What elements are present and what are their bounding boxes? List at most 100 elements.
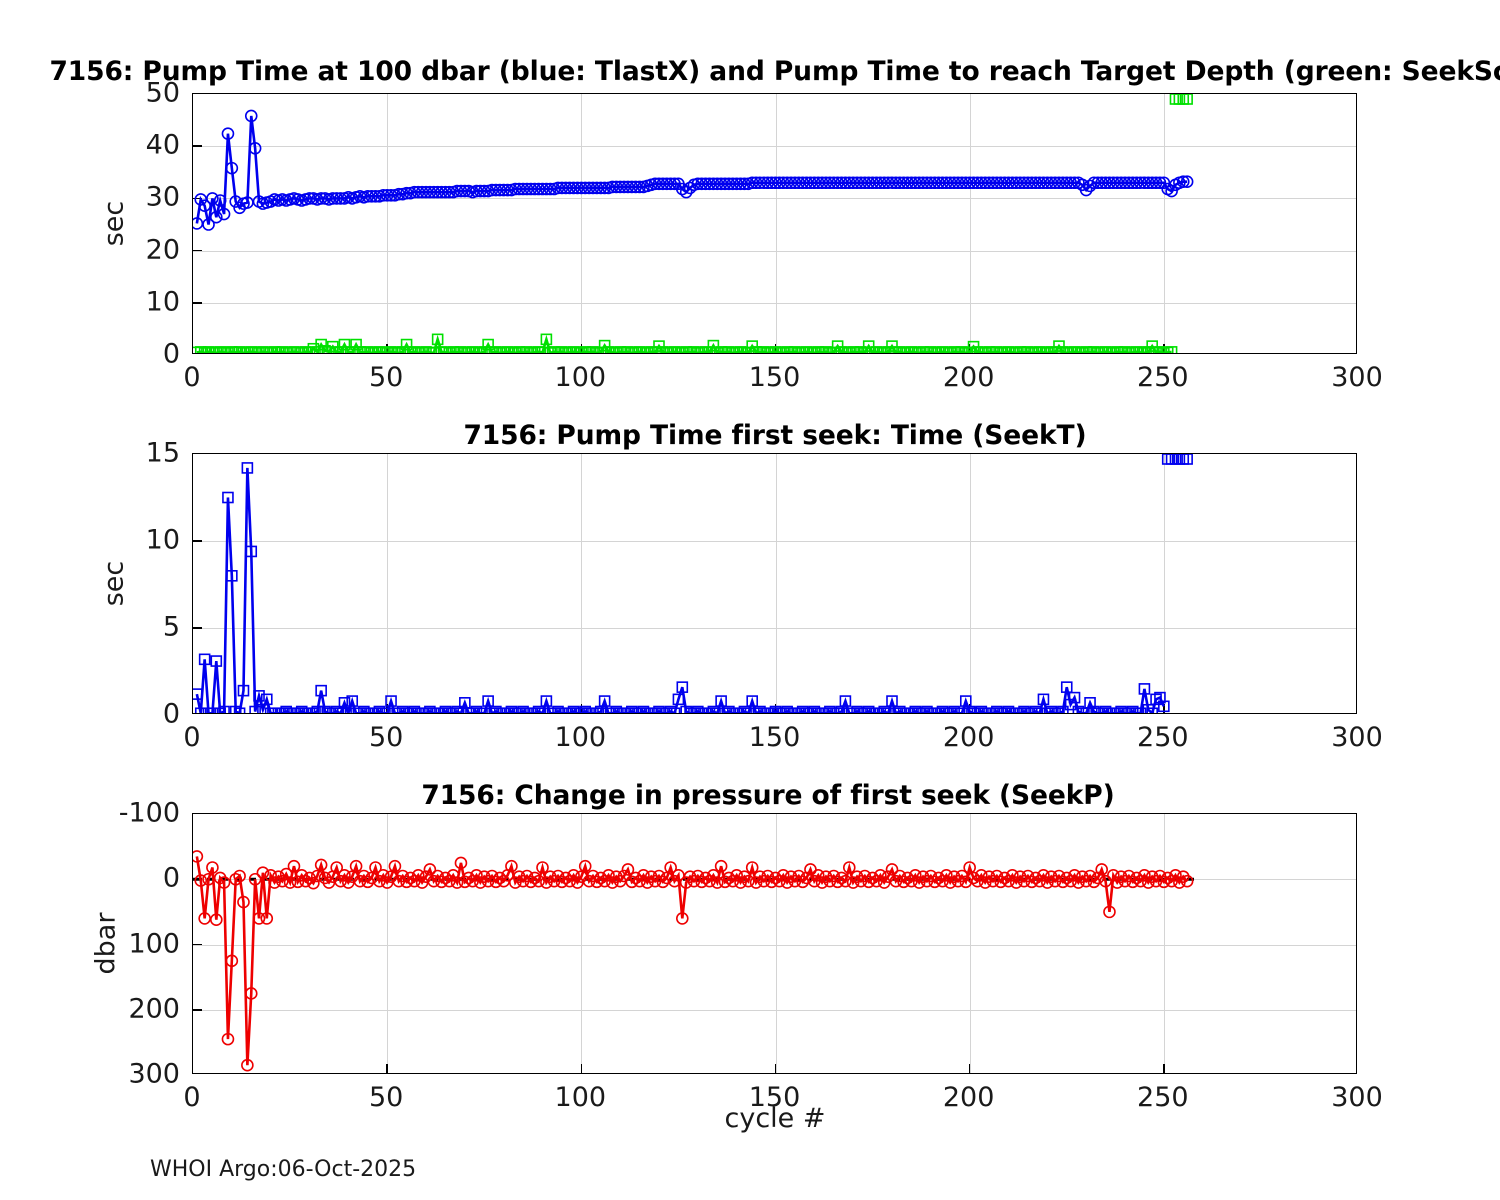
data-point [688, 707, 700, 713]
data-point [859, 707, 871, 713]
data-point [552, 705, 564, 713]
data-point [1025, 707, 1038, 713]
data-point [490, 705, 502, 713]
y-tick [193, 1008, 202, 1011]
panel1-plot-area [192, 93, 1357, 354]
data-point [723, 705, 735, 713]
y-tick-label: 20 [145, 234, 180, 266]
data-point [921, 705, 933, 713]
data-point [649, 707, 661, 713]
data-point [1068, 869, 1081, 882]
data-point [824, 705, 836, 713]
data-point [478, 707, 491, 713]
data-point [874, 869, 887, 882]
data-point [1018, 705, 1030, 713]
data-point [890, 707, 902, 713]
data-point [532, 705, 545, 713]
data-point [745, 861, 759, 874]
data-point [295, 347, 308, 353]
data-point [249, 705, 261, 713]
data-point [276, 874, 289, 888]
data-point [536, 707, 549, 713]
data-point [602, 869, 615, 882]
data-point [233, 869, 246, 883]
gridline-horizontal [193, 146, 1356, 148]
data-point [1138, 869, 1151, 882]
x-tick-label: 300 [1331, 722, 1383, 753]
data-point [811, 869, 825, 882]
data-point [1107, 347, 1120, 353]
y-tick-label: 0 [162, 862, 180, 894]
data-point [1079, 183, 1093, 197]
y-tick [193, 249, 202, 252]
data-point [1037, 693, 1050, 706]
panel3-xlabel: cycle # [724, 1103, 826, 1134]
data-point [893, 346, 906, 353]
data-point [470, 705, 483, 713]
data-point [769, 871, 782, 885]
data-point [660, 707, 673, 713]
data-point [505, 859, 518, 873]
data-point [967, 871, 980, 885]
data-point [575, 707, 588, 713]
data-point [310, 869, 324, 883]
data-point [346, 695, 359, 707]
data-point [369, 707, 382, 713]
data-point [194, 707, 207, 713]
data-point [439, 871, 452, 885]
data-point [1161, 871, 1175, 885]
data-point [711, 347, 724, 353]
data-point [1157, 176, 1171, 190]
data-point [315, 338, 327, 351]
data-point [831, 875, 844, 889]
data-point [765, 875, 778, 889]
data-point [222, 491, 234, 504]
data-point [804, 707, 817, 713]
data-point [675, 912, 689, 925]
data-point [292, 707, 304, 713]
data-point [991, 346, 1003, 353]
data-point [579, 705, 592, 713]
x-tick-label: 150 [748, 362, 801, 393]
data-point [505, 705, 518, 713]
data-point [244, 109, 258, 123]
data-point [1126, 875, 1140, 889]
data-point [629, 871, 643, 885]
y-tick-label: 10 [145, 286, 180, 318]
data-point [462, 871, 476, 885]
data-point [330, 861, 343, 874]
y-tick-label: 300 [128, 1058, 180, 1090]
data-point [893, 705, 906, 713]
data-point [1088, 346, 1100, 353]
x-tick [774, 1064, 777, 1073]
panel2-ylabel: sec [98, 560, 130, 607]
data-point [423, 863, 437, 876]
data-point [1029, 871, 1042, 885]
data-point [792, 707, 805, 713]
data-point [711, 707, 724, 713]
data-point [1064, 698, 1077, 711]
data-point [1084, 697, 1096, 709]
data-point [540, 695, 553, 707]
data-point [229, 705, 242, 713]
data-point [1142, 703, 1155, 713]
data-point [827, 346, 840, 353]
gridline-vertical [387, 454, 389, 713]
data-point [373, 705, 386, 713]
data-point [299, 874, 312, 888]
data-point [944, 347, 957, 353]
data-point [381, 707, 393, 713]
data-point [575, 347, 588, 353]
data-point [746, 695, 759, 707]
data-point [831, 707, 844, 713]
data-point [758, 346, 770, 353]
data-point [1006, 869, 1019, 882]
data-point [769, 705, 782, 713]
data-point [715, 695, 727, 707]
data-point [248, 141, 262, 155]
data-point [198, 199, 211, 213]
y-tick-label: 0 [162, 698, 180, 730]
data-point [482, 695, 494, 707]
data-point [917, 707, 929, 713]
